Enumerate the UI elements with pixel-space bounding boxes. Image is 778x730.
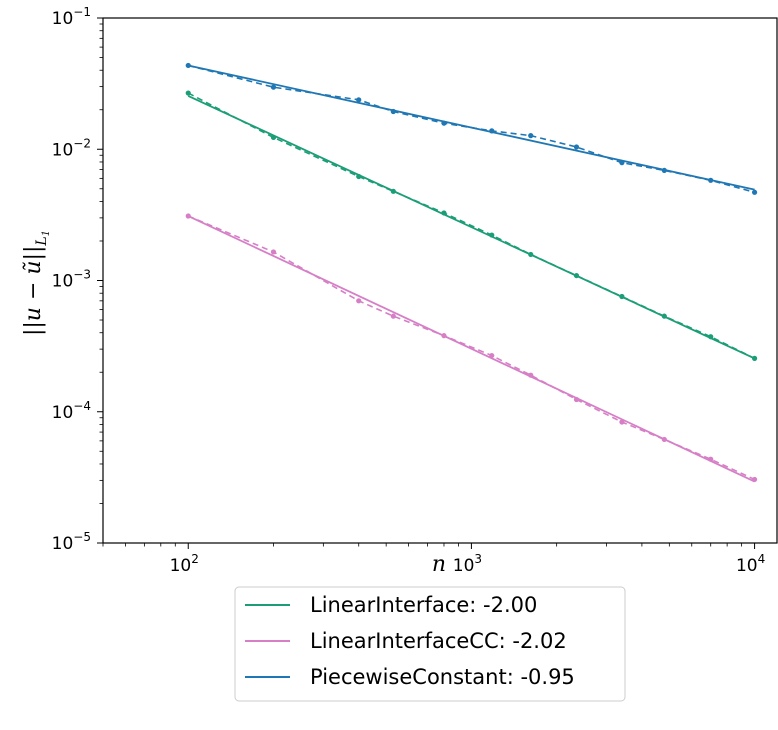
data-point xyxy=(573,396,580,403)
legend: LinearInterface: -2.00 LinearInterfaceCC:… xyxy=(234,586,626,702)
data-point xyxy=(708,177,714,183)
x-tick-label: 104 xyxy=(736,552,765,576)
ticks-layer: 102 103 104 10−1 10−2 10−3 10−4 10−5 xyxy=(52,5,766,576)
data-point xyxy=(489,352,495,359)
data-point xyxy=(751,355,758,361)
data-point xyxy=(441,120,447,126)
data-point xyxy=(270,134,277,141)
x-axis-label: n xyxy=(432,552,446,577)
y-axis-label: ||u − ũ||L1 xyxy=(21,230,52,336)
data-point xyxy=(528,372,534,378)
data-point xyxy=(356,298,362,304)
data-point xyxy=(708,456,714,462)
y-tick-label: 10−1 xyxy=(52,5,91,29)
data-point xyxy=(751,476,758,483)
y-tick-label: 10−5 xyxy=(52,530,91,554)
data-point xyxy=(489,232,495,238)
series-fit-line xyxy=(188,64,755,191)
data-point xyxy=(619,419,625,425)
data-point xyxy=(661,313,667,319)
plot-area xyxy=(102,17,778,544)
series-fit-line xyxy=(187,215,755,483)
x-tick-label: 102 xyxy=(170,552,199,576)
x-tick-label: 103 xyxy=(453,552,482,576)
data-point xyxy=(185,62,191,69)
data-point xyxy=(390,108,396,115)
legend-label: LinearInterface: -2.00 xyxy=(310,593,537,617)
svg-text:||u − ũ||L1: ||u − ũ||L1 xyxy=(21,230,52,336)
data-point xyxy=(441,333,447,339)
data-point xyxy=(390,188,396,194)
data-point xyxy=(356,97,362,103)
data-point xyxy=(708,334,714,340)
data-point xyxy=(661,167,667,174)
series-2 xyxy=(185,62,758,195)
series-data-line xyxy=(188,64,755,194)
data-point xyxy=(270,84,277,90)
series-1 xyxy=(185,213,758,483)
legend-box xyxy=(234,586,626,702)
legend-label: PiecewiseConstant: -0.95 xyxy=(310,665,575,689)
y-tick-label: 10−2 xyxy=(52,136,91,160)
y-tick-label: 10−4 xyxy=(52,399,91,423)
data-point xyxy=(619,160,625,166)
series-0 xyxy=(185,90,758,361)
data-point xyxy=(489,128,495,134)
data-point xyxy=(573,272,580,279)
series-fit-line xyxy=(187,95,755,360)
data-point xyxy=(661,436,667,443)
data-point xyxy=(528,251,534,258)
data-point xyxy=(185,213,191,219)
data-point xyxy=(573,144,580,150)
axes-frame xyxy=(102,17,778,544)
data-point xyxy=(619,293,625,300)
data-point xyxy=(390,313,396,319)
data-point xyxy=(751,189,758,195)
data-point xyxy=(185,90,191,96)
y-tick-label: 10−3 xyxy=(52,268,91,292)
legend-label: LinearInterfaceCC: -2.02 xyxy=(310,629,567,653)
data-point xyxy=(528,133,534,139)
data-point xyxy=(356,173,362,180)
data-point xyxy=(441,210,447,216)
data-point xyxy=(270,249,277,255)
series-layer xyxy=(185,62,758,483)
